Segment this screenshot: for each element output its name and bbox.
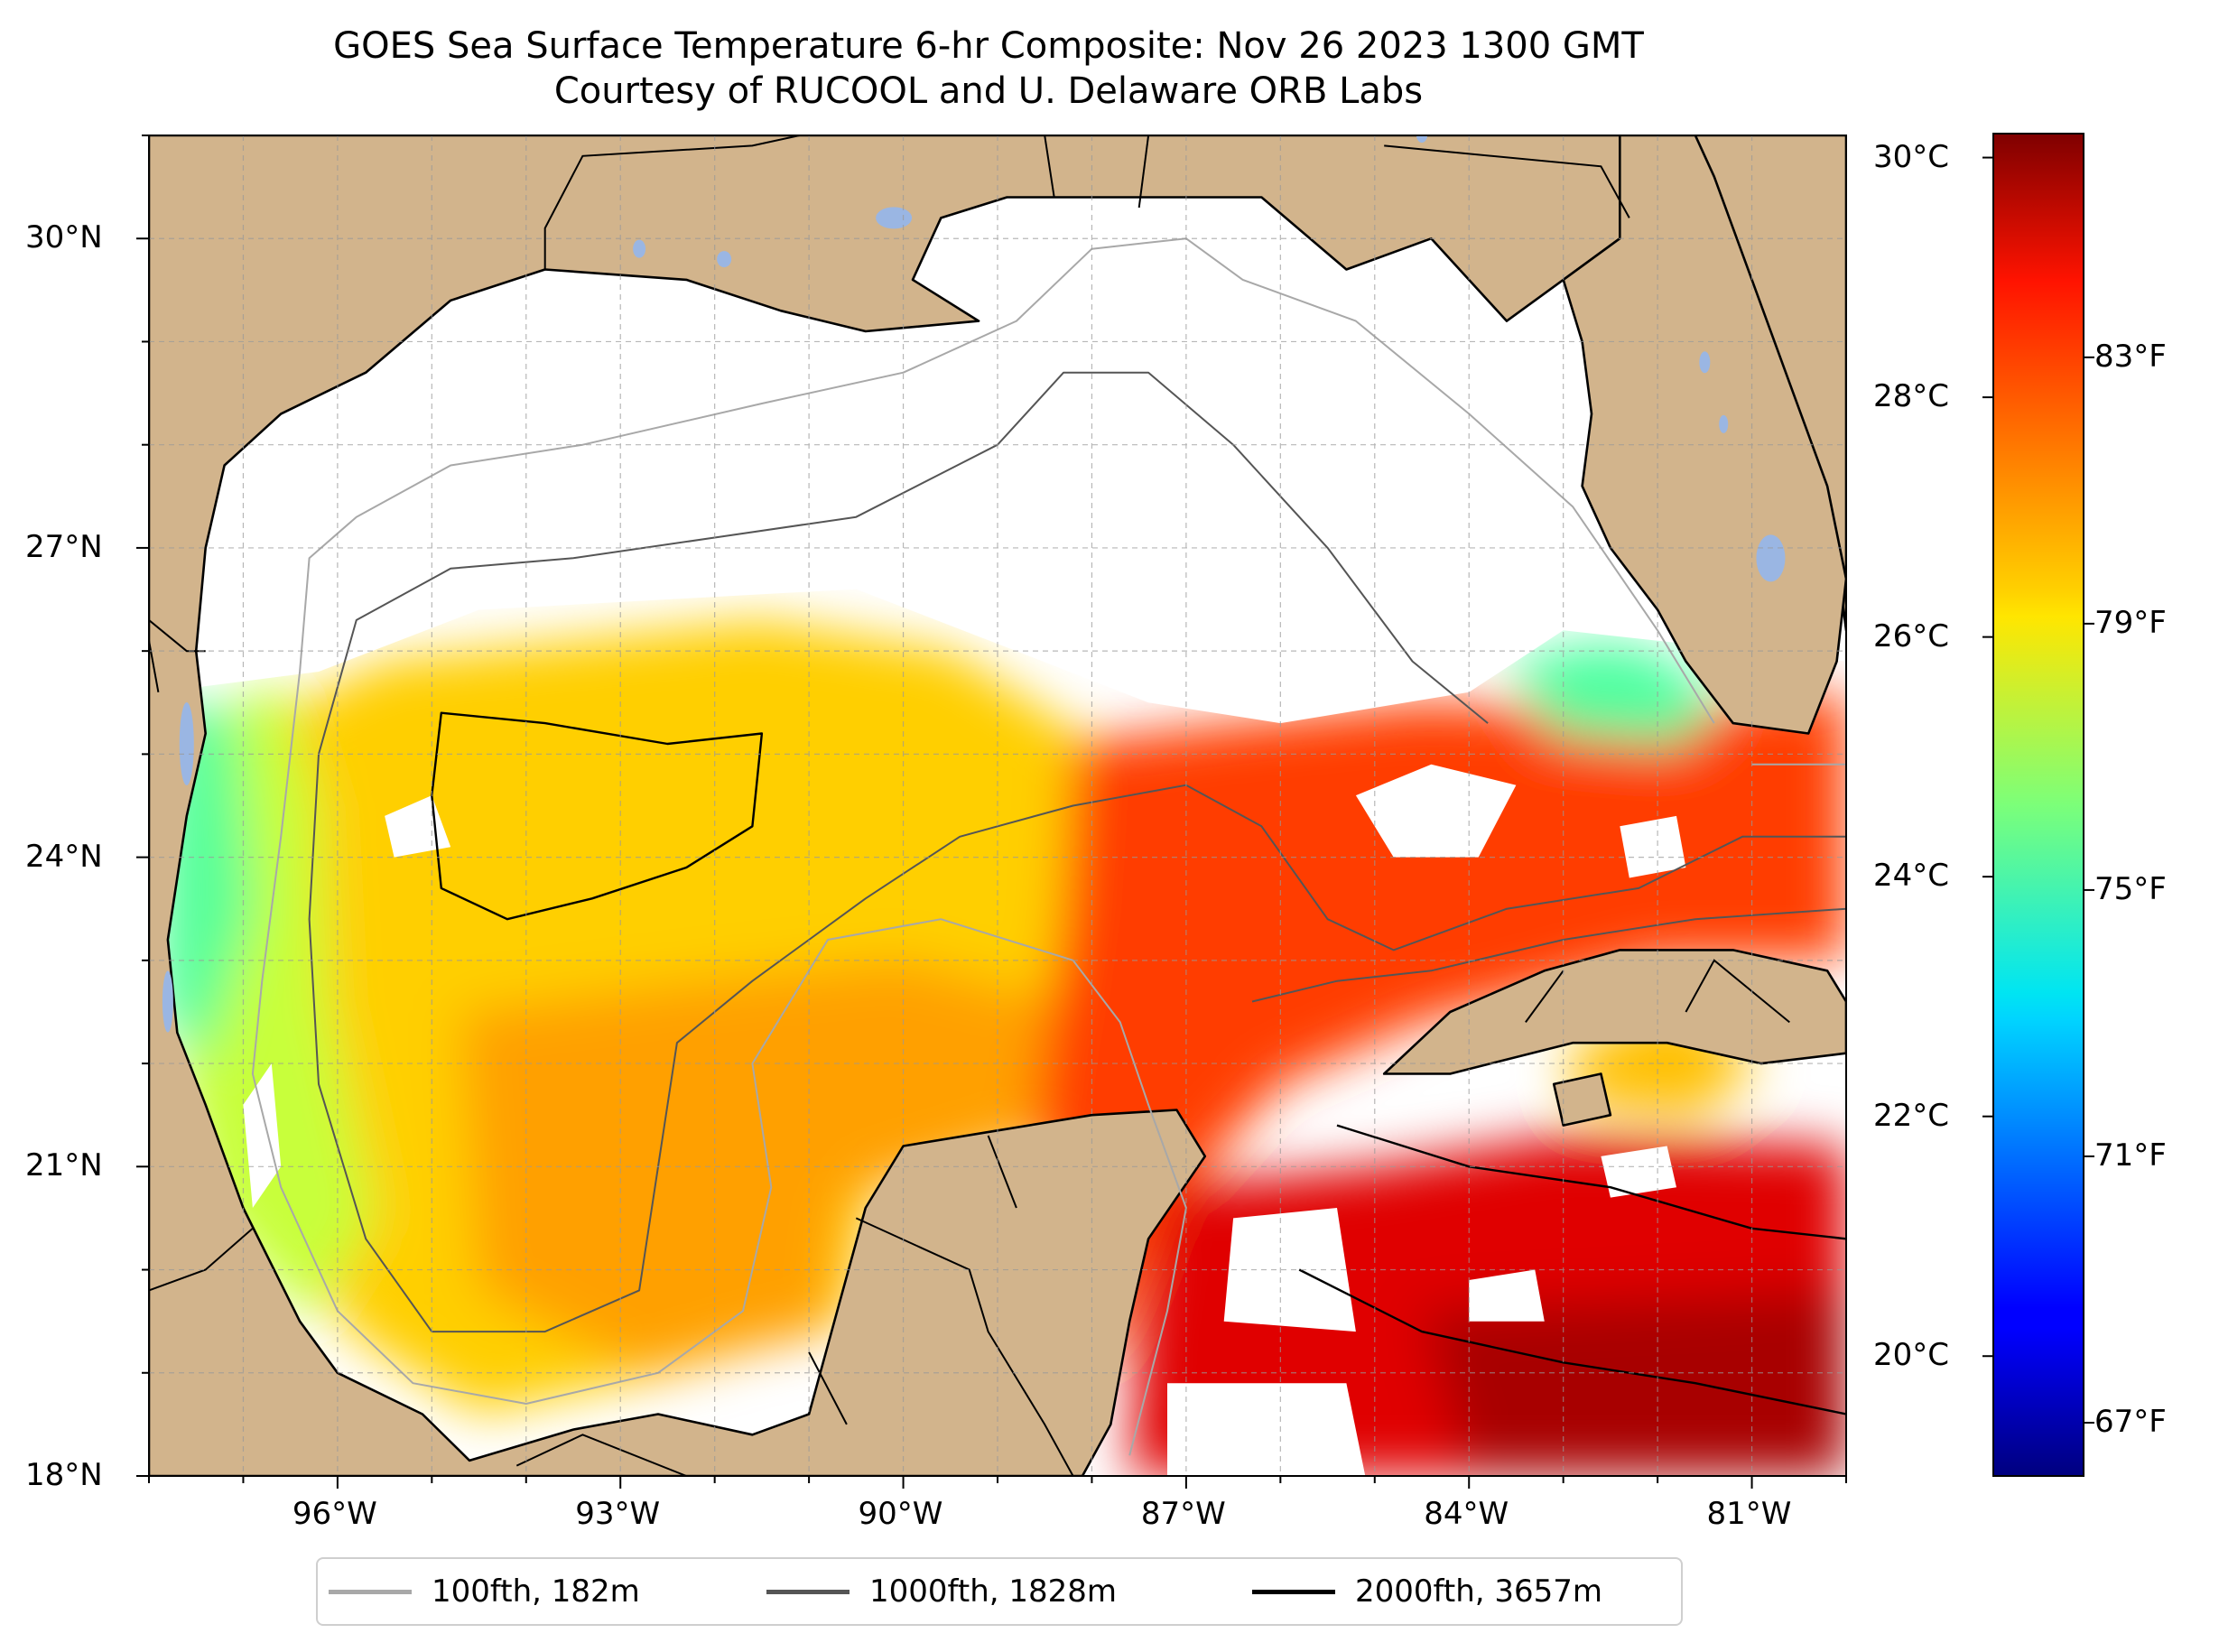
colorbar (1992, 133, 2084, 1477)
border-la-tx (543, 135, 800, 270)
land-north-america (149, 135, 1621, 1476)
figure-subtitle: Courtesy of RUCOOL and U. Delaware ORB L… (553, 70, 1424, 112)
lat-tick-label: 30°N (25, 219, 103, 256)
gridlines (149, 135, 1846, 1476)
legend: 100fth, 182m 1000fth, 1828m 2000fth, 365… (316, 1557, 1683, 1626)
legend-label-100fth: 100fth, 182m (432, 1573, 640, 1610)
land (149, 135, 1846, 1476)
legend-swatch-2000fth (1252, 1589, 1335, 1594)
lat-tick-label: 27°N (25, 528, 103, 565)
legend-item-2000fth: 2000fth, 3657m (1252, 1572, 1602, 1611)
lon-tick-label: 81°W (1706, 1496, 1792, 1532)
border-campeche-south (808, 1351, 848, 1425)
no-data-south (1167, 1383, 1366, 1476)
contour-100fth (251, 237, 1715, 1456)
no-data-regions (149, 135, 1846, 1476)
colorbar-fahrenheit-label: 79°F (2094, 604, 2167, 641)
lake-louisiana-1 (633, 239, 646, 258)
laguna-madre-north (179, 701, 194, 785)
borders (149, 135, 1790, 1476)
lake-seminole (1416, 135, 1427, 143)
colorbar-fahrenheit-label: 83°F (2094, 338, 2167, 375)
contour-2000fth-caribbean (1336, 1124, 1846, 1240)
legend-swatch-1000fth (766, 1589, 850, 1594)
no-data-small-east (1620, 815, 1686, 878)
border-yucatan-qroo (987, 1135, 1017, 1209)
colorbar-celsius-label: 28°C (1873, 378, 1950, 415)
legend-label-2000fth: 2000fth, 3657m (1355, 1573, 1603, 1610)
lon-tick-label: 84°W (1424, 1496, 1509, 1532)
border-cuba-west (1525, 970, 1564, 1023)
no-data-caribbean-1 (1469, 1269, 1545, 1322)
border-al-fl (1137, 135, 1150, 209)
sst-zone-florida-shelf (1507, 640, 1724, 744)
colorbar-celsius-label: 20°C (1873, 1337, 1950, 1374)
land-cuba (1382, 949, 1846, 1075)
lake-florida-1 (1699, 351, 1711, 374)
lakes (162, 135, 1786, 1033)
lake-florida-2 (1719, 414, 1729, 433)
legend-label-1000fth: 1000fth, 1828m (869, 1573, 1118, 1610)
contour-2000fth-caymans (1298, 1268, 1846, 1415)
lon-tick-label: 93°W (575, 1496, 661, 1532)
laguna-madre-south (162, 970, 173, 1033)
colorbar-celsius-label: 24°C (1873, 858, 1950, 895)
land-isla-juventud (1552, 1072, 1612, 1127)
border-tamaulipas (149, 640, 160, 692)
lon-tick-label: 87°W (1140, 1496, 1226, 1532)
border-tabasco (515, 1434, 687, 1476)
border-veracruz-puebla (149, 1228, 254, 1292)
border-cuba-province (1685, 959, 1790, 1024)
border-ga-fl (1384, 144, 1630, 218)
colorbar-fahrenheit-label: 71°F (2094, 1137, 2167, 1174)
colorbar-celsius-label: 22°C (1873, 1097, 1950, 1134)
lat-tick-label: 24°N (25, 838, 103, 875)
no-data-west-coastal (243, 1063, 282, 1208)
colorbar-celsius-label: 26°C (1873, 617, 1950, 654)
legend-item-1000fth: 1000fth, 1828m (766, 1572, 1117, 1611)
colorbar-celsius-label: 30°C (1873, 138, 1950, 175)
border-ms-al (1044, 135, 1055, 198)
colorbar-fahrenheit-label: 75°F (2094, 870, 2167, 907)
legend-item-100fth: 100fth, 182m (329, 1572, 640, 1611)
colorbar-fahrenheit-label: 67°F (2094, 1403, 2167, 1440)
sst-zone-darkest (1422, 1290, 1846, 1476)
no-data-east-central (1355, 764, 1517, 858)
border-campeche-qroo (855, 1217, 1074, 1476)
legend-swatch-100fth (329, 1589, 412, 1594)
no-data-yucatan-channel (1223, 1208, 1356, 1332)
figure-title: GOES Sea Surface Temperature 6-hr Compos… (333, 25, 1644, 67)
lat-tick-label: 21°N (25, 1147, 103, 1184)
lake-louisiana-2 (717, 251, 732, 268)
no-data-north (149, 135, 1846, 724)
lon-tick-label: 90°W (858, 1496, 943, 1532)
lake-okeechobee (1756, 534, 1786, 582)
contour-1000fth-cuba (1251, 907, 1846, 1003)
lat-tick-label: 18°N (25, 1457, 103, 1493)
lake-pontchartrain (876, 207, 913, 229)
lon-tick-label: 96°W (292, 1496, 377, 1532)
